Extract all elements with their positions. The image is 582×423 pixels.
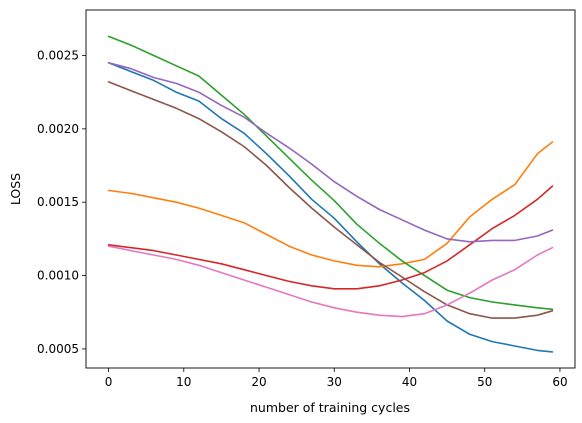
y-tick-label: 0.0005	[37, 342, 79, 356]
x-tick-label: 0	[105, 375, 113, 389]
y-axis: 0.0005 0.0010 0.0015 0.0020 0.0025	[37, 48, 86, 356]
series-line	[107, 35, 554, 311]
y-tick-label: 0.0020	[37, 122, 79, 136]
x-tick-label: 40	[402, 375, 417, 389]
series-line	[107, 61, 554, 243]
series-group	[107, 35, 554, 353]
series-line	[107, 141, 554, 268]
y-tick-label: 0.0010	[37, 269, 79, 283]
x-tick-label: 30	[327, 375, 342, 389]
y-tick-label: 0.0025	[37, 48, 79, 62]
y-tick-label: 0.0015	[37, 195, 79, 209]
plot-frame	[85, 9, 576, 369]
x-axis: 0 10 20 30 40 50 60	[105, 368, 568, 389]
series-line	[107, 245, 554, 318]
x-tick-label: 50	[477, 375, 492, 389]
x-axis-label: number of training cycles	[250, 400, 410, 415]
x-tick-label: 60	[552, 375, 567, 389]
series-line	[107, 81, 554, 319]
x-tick-label: 10	[176, 375, 191, 389]
y-axis-label: LOSS	[8, 173, 23, 205]
x-tick-label: 20	[251, 375, 266, 389]
series-line	[107, 61, 554, 353]
series-line	[107, 185, 554, 290]
